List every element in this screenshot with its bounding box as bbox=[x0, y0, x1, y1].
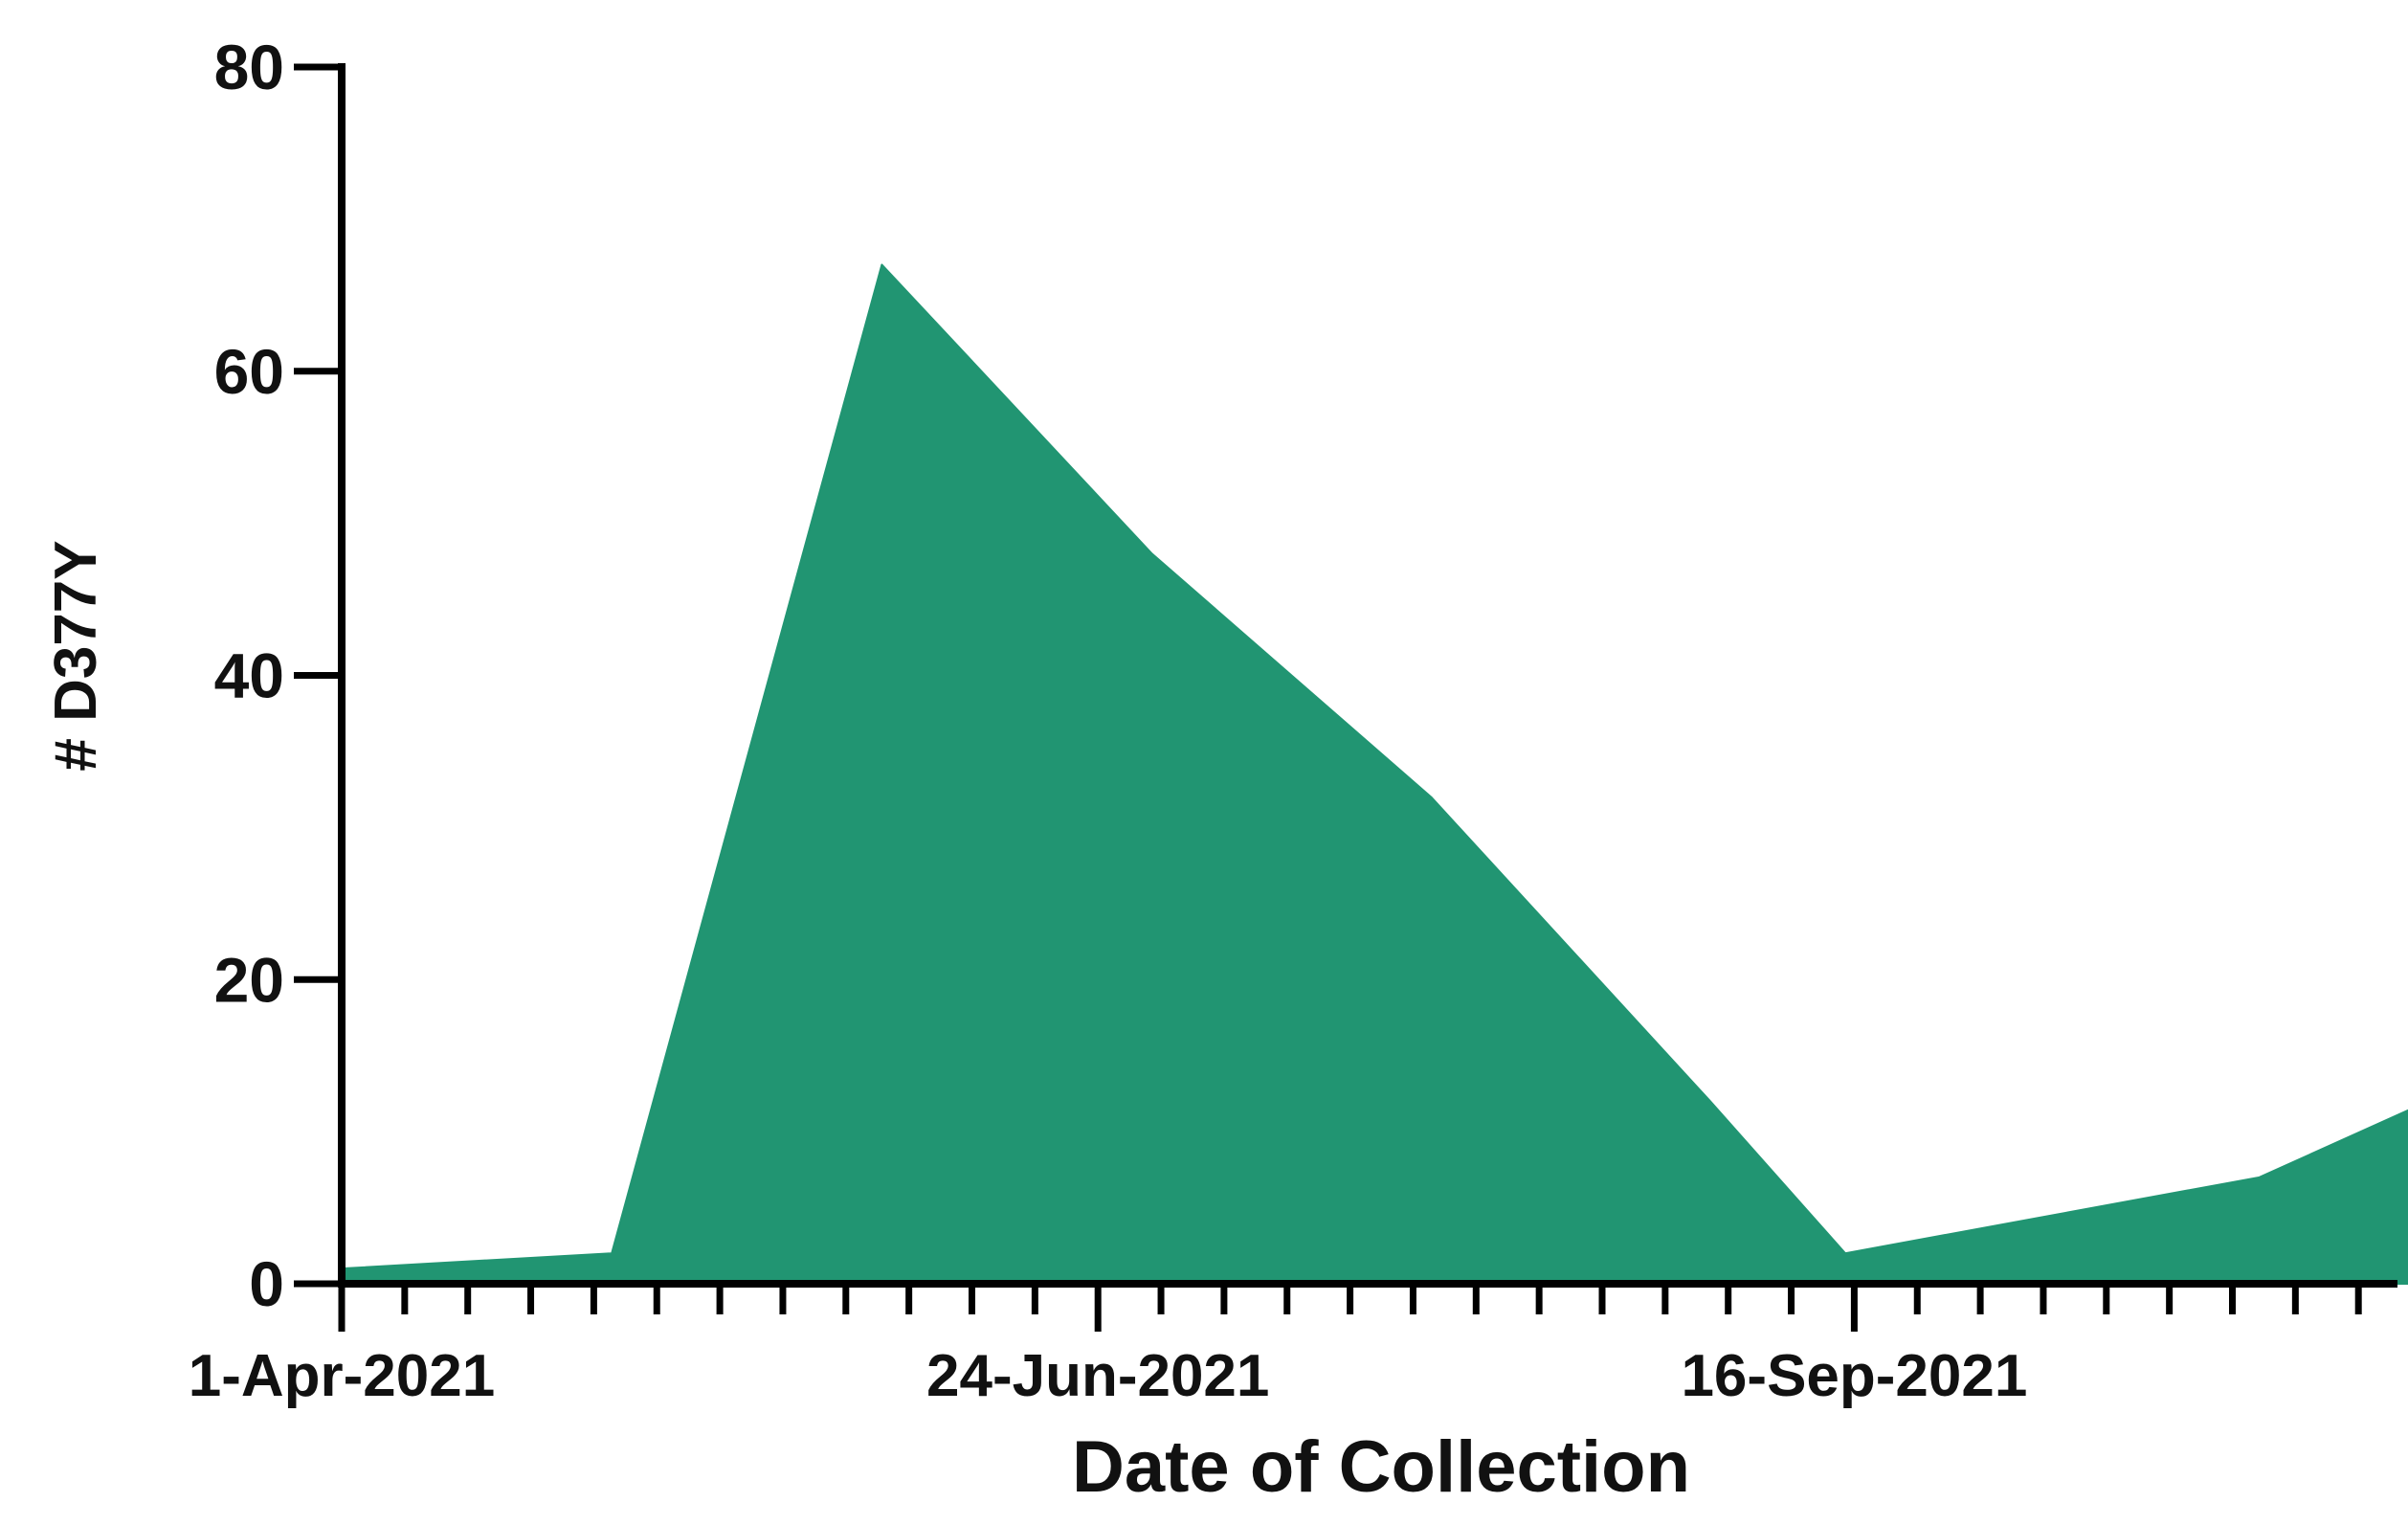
y-tick-label: 60 bbox=[214, 336, 284, 407]
x-tick-label: 1-Apr-2021 bbox=[189, 1343, 495, 1409]
x-tick-label: 24-Jun-2021 bbox=[926, 1343, 1269, 1409]
area-layer bbox=[341, 263, 2408, 1285]
x-axis-title: Date of Collection bbox=[1072, 1426, 1690, 1508]
y-tick-label: 20 bbox=[214, 944, 284, 1015]
y-ticks-layer: 0 20 40 60 80 bbox=[214, 32, 342, 1319]
y-tick-label: 40 bbox=[214, 640, 284, 711]
y-axis-title: # D377Y bbox=[43, 540, 109, 771]
y-tick-label: 80 bbox=[214, 32, 284, 102]
x-tick-label: 16-Sep-2021 bbox=[1681, 1343, 2027, 1409]
area-series-0 bbox=[341, 263, 2408, 1285]
y-tick-label: 0 bbox=[249, 1248, 284, 1319]
x-ticks-layer: 1-Apr-202124-Jun-202116-Sep-20219-Dec-20… bbox=[189, 1284, 2362, 1409]
